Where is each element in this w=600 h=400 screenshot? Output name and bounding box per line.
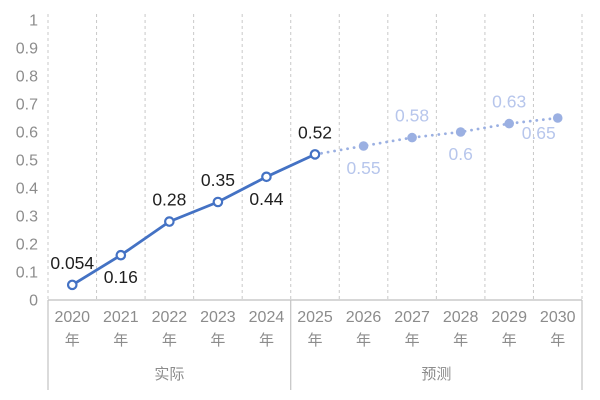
y-tick-label: 0.2 xyxy=(16,237,38,254)
data-label: 0.58 xyxy=(395,106,429,126)
actual-line xyxy=(71,153,316,287)
x-tick-label-year: 2020 xyxy=(54,309,90,326)
x-tick-label-year: 2028 xyxy=(443,309,479,326)
data-point-marker xyxy=(552,113,563,123)
y-tick-label: 0.3 xyxy=(16,209,38,226)
x-tick-label-suffix: 年 xyxy=(453,332,468,349)
y-tick-label: 0 xyxy=(29,293,38,310)
data-point-marker xyxy=(115,249,127,261)
data-label: 0.28 xyxy=(152,190,186,210)
data-point-marker xyxy=(358,141,369,151)
data-point-marker xyxy=(407,132,417,143)
data-label: 0.054 xyxy=(50,253,94,273)
data-point-marker xyxy=(504,118,514,129)
x-tick-label-year: 2021 xyxy=(103,309,139,326)
data-point-marker xyxy=(455,127,466,137)
x-tick-label-year: 2023 xyxy=(200,309,236,326)
y-tick-label: 0.1 xyxy=(16,265,38,282)
x-tick-label-year: 2027 xyxy=(394,309,430,326)
x-tick-label-suffix: 年 xyxy=(307,332,322,349)
data-label: 0.44 xyxy=(249,189,283,209)
y-tick-label: 0.8 xyxy=(16,69,38,86)
x-tick-label-year: 2022 xyxy=(152,309,188,326)
data-label: 0.6 xyxy=(448,144,472,164)
x-tick-label-suffix: 年 xyxy=(259,332,274,349)
y-tick-label: 0.7 xyxy=(16,97,38,114)
data-point-marker xyxy=(164,216,175,227)
data-label: 0.52 xyxy=(298,122,332,142)
x-tick-label-suffix: 年 xyxy=(210,332,225,349)
data-point-marker xyxy=(66,279,78,291)
x-tick-label-year: 2024 xyxy=(249,309,285,326)
x-tick-label-year: 2025 xyxy=(297,309,333,326)
x-tick-label-year: 2030 xyxy=(540,309,576,326)
y-tick-label: 0.6 xyxy=(16,125,38,142)
y-tick-label: 0.4 xyxy=(16,181,38,198)
data-label: 0.55 xyxy=(347,158,381,178)
data-label: 0.63 xyxy=(492,92,526,112)
x-tick-label-year: 2029 xyxy=(491,309,527,326)
data-point-marker xyxy=(309,149,321,160)
data-label: 0.35 xyxy=(201,170,235,190)
x-tick-label-suffix: 年 xyxy=(405,332,420,349)
x-tick-label-year: 2026 xyxy=(346,309,382,326)
data-label: 0.65 xyxy=(522,123,556,143)
data-point-marker xyxy=(212,196,224,208)
forecast-line xyxy=(313,116,560,156)
x-tick-label-suffix: 年 xyxy=(356,332,371,349)
group-label: 预测 xyxy=(421,366,451,383)
x-tick-label-suffix: 年 xyxy=(65,332,80,349)
x-tick-label-suffix: 年 xyxy=(162,332,177,349)
data-label: 0.16 xyxy=(104,267,138,287)
y-tick-label: 1 xyxy=(29,13,38,30)
x-tick-label-suffix: 年 xyxy=(502,332,517,349)
y-tick-label: 0.9 xyxy=(16,41,38,58)
x-tick-label-suffix: 年 xyxy=(550,332,565,349)
data-point-marker xyxy=(261,171,272,183)
y-tick-label: 0.5 xyxy=(16,153,38,170)
group-label: 实际 xyxy=(154,366,184,383)
x-tick-label-suffix: 年 xyxy=(113,332,128,349)
